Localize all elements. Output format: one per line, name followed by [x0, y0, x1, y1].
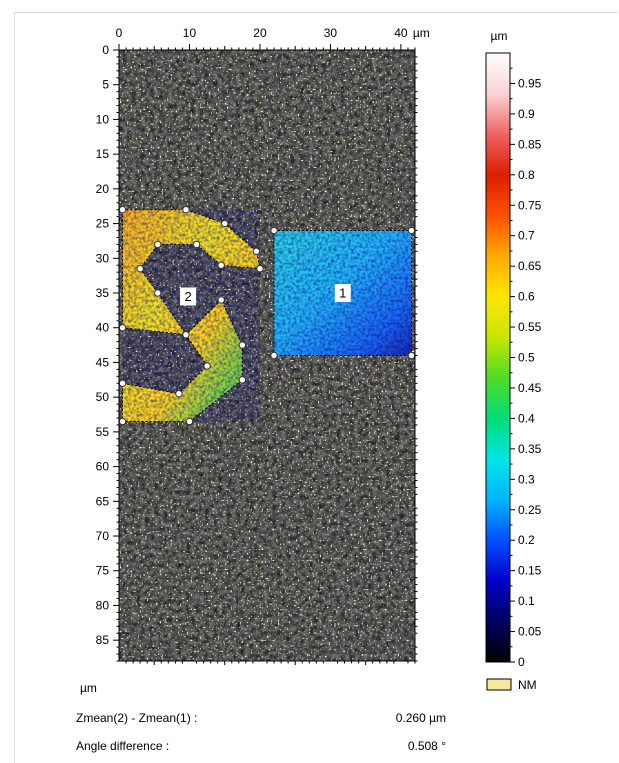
y-axis-tick-label: 45: [96, 355, 110, 369]
colorbar-tick-label: 0.4: [518, 411, 535, 425]
legend: NM: [486, 678, 537, 692]
region-vertex-handle[interactable]: [182, 330, 190, 339]
region-vertex-handle[interactable]: [118, 417, 127, 426]
colorbar-tick-label: 0: [518, 655, 525, 669]
regions-layer: 12: [118, 205, 416, 426]
region-vertex-handle[interactable]: [256, 265, 264, 273]
y-axis-tick-label: 10: [96, 112, 110, 126]
y-axis-tick-label: 15: [96, 147, 110, 161]
colorbar-tick-label: 0.75: [518, 198, 542, 212]
colorbar-tick-label: 0.85: [518, 137, 542, 151]
region-2-grain: [122, 209, 260, 422]
colorbar-tick-label: 0.8: [518, 168, 535, 182]
colorbar-tick-label: 0.45: [518, 381, 542, 395]
region-vertex-handle[interactable]: [118, 324, 127, 332]
region-vertex-handle[interactable]: [252, 247, 261, 256]
region-vertex-handle[interactable]: [238, 341, 247, 349]
colorbar-tick-label: 0.6: [518, 290, 535, 304]
region-2-label: 2: [184, 289, 191, 304]
colorbar-tick-label: 0.65: [518, 259, 542, 273]
region-2-outline: [122, 209, 261, 422]
y-axis-tick-label: 65: [96, 494, 110, 508]
y-axis-tick-label: 35: [96, 286, 110, 300]
region-vertex-handle[interactable]: [185, 417, 194, 426]
x-axis-unit-label: µm: [413, 26, 430, 40]
region-vertex-handle[interactable]: [154, 240, 162, 249]
region-vertex-handle[interactable]: [238, 376, 247, 384]
colorbar-tick-label: 0.2: [518, 533, 535, 547]
y-axis-tick-label: 80: [96, 598, 110, 612]
y-axis-tick-label: 75: [96, 564, 110, 578]
region-vertex-handle[interactable]: [221, 219, 229, 228]
x-axis-tick-label: 0: [116, 26, 123, 40]
x-axis: 0 10 20 30 40 µm: [116, 26, 430, 665]
region-vertex-handle[interactable]: [154, 289, 162, 297]
region-vertex-handle[interactable]: [175, 389, 183, 398]
y-axis: 0 5 10 15 20 25 30 35 40 45 50 55 60 65 70 75 80 85: [96, 43, 418, 662]
region-1-label-box: [334, 284, 351, 303]
region-1-outline: [273, 230, 412, 356]
colorbar-tick-label: 0.95: [518, 76, 542, 90]
region-vertex-handle[interactable]: [407, 226, 416, 235]
region-1[interactable]: 1: [270, 226, 416, 360]
x-axis-tick-label: 10: [183, 26, 197, 40]
region-2-label-box: [180, 287, 197, 306]
region-vertex-handle[interactable]: [182, 205, 190, 214]
colorbar-tick-label: 0.7: [518, 229, 535, 243]
region-vertex-handle[interactable]: [203, 362, 211, 370]
region-vertex-handle[interactable]: [217, 296, 225, 304]
region-vertex-handle[interactable]: [118, 205, 127, 214]
x-axis-tick-label: 20: [253, 26, 267, 40]
region-vertex-handle[interactable]: [192, 240, 201, 249]
colorbar: 0 0.05 0.1 0.15 0.2 0.25 0.3 0.35 0.4 0.45 0.5 0.55…: [485, 52, 542, 669]
y-axis-tick-label: 70: [96, 529, 110, 543]
region-vertex-handle[interactable]: [407, 351, 416, 360]
y-axis-tick-label: 25: [96, 217, 110, 231]
y-axis-unit-label: µm: [80, 681, 97, 695]
region-vertex-handle[interactable]: [118, 379, 127, 387]
x-axis-tick-label: 40: [394, 26, 408, 40]
region-2[interactable]: 2: [118, 205, 264, 426]
y-axis-tick-label: 55: [96, 425, 110, 439]
y-axis-tick-label: 5: [102, 78, 109, 92]
y-axis-tick-label: 60: [96, 460, 110, 474]
region-1-label: 1: [339, 286, 346, 301]
colorbar-tick-label: 0.05: [518, 625, 542, 639]
chart-frame: [14, 12, 618, 763]
colorbar-tick-label: 0.1: [518, 594, 535, 608]
colorbar-tick-label: 0.55: [518, 320, 542, 334]
y-axis-tick-label: 85: [96, 633, 110, 647]
region-vertex-handle[interactable]: [270, 226, 278, 235]
colorbar-unit-label: µm: [491, 29, 508, 43]
y-axis-tick-label: 20: [96, 182, 110, 196]
x-axis-tick-label: 30: [324, 26, 338, 40]
colorbar-tick-label: 0.5: [518, 351, 535, 365]
y-axis-tick-label: 30: [96, 251, 110, 265]
legend-swatch: [486, 678, 512, 691]
y-axis-tick-label: 0: [102, 43, 109, 57]
colorbar-tick-label: 0.9: [518, 107, 535, 121]
colorbar-gradient: [485, 52, 511, 663]
region-vertex-handle[interactable]: [217, 261, 225, 269]
colorbar-tick-label: 0.15: [518, 564, 542, 578]
colorbar-tick-label: 0.25: [518, 503, 542, 517]
legend-label: NM: [518, 678, 537, 692]
region-vertex-handle[interactable]: [270, 351, 278, 360]
region-vertex-handle[interactable]: [136, 265, 144, 273]
colorbar-tick-label: 0.35: [518, 442, 542, 456]
y-axis-tick-label: 40: [96, 321, 110, 335]
y-axis-tick-label: 50: [96, 390, 110, 404]
colorbar-tick-label: 0.3: [518, 472, 535, 486]
